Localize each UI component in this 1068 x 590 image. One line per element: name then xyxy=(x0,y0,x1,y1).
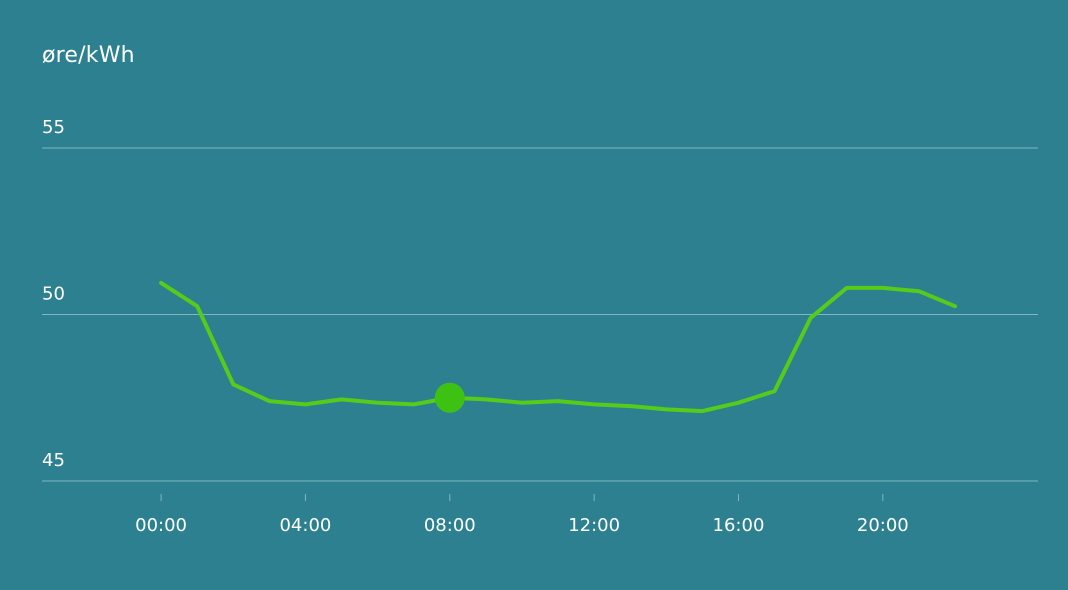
price-line xyxy=(159,280,957,414)
x-tick-label: 00:00 xyxy=(135,515,187,536)
y-tick-label: 45 xyxy=(42,450,65,471)
grid-layer xyxy=(42,147,1038,482)
x-tick-labels: 00:00 04:00 08:00 12:00 16:00 20:00 xyxy=(135,494,909,536)
y-axis-unit-label: øre/kWh xyxy=(42,43,135,68)
y-tick-label: 50 xyxy=(42,284,65,305)
x-tick-label: 04:00 xyxy=(279,515,331,536)
x-tick-label: 16:00 xyxy=(713,515,765,536)
series-layer xyxy=(159,280,957,414)
selected-point-marker[interactable] xyxy=(434,382,465,413)
x-tick-label: 08:00 xyxy=(424,515,476,536)
y-tick-label: 55 xyxy=(42,117,65,138)
x-tick-label: 12:00 xyxy=(568,515,620,536)
x-tick-label: 20:00 xyxy=(857,515,909,536)
y-tick-labels: 55 50 45 xyxy=(42,117,65,471)
